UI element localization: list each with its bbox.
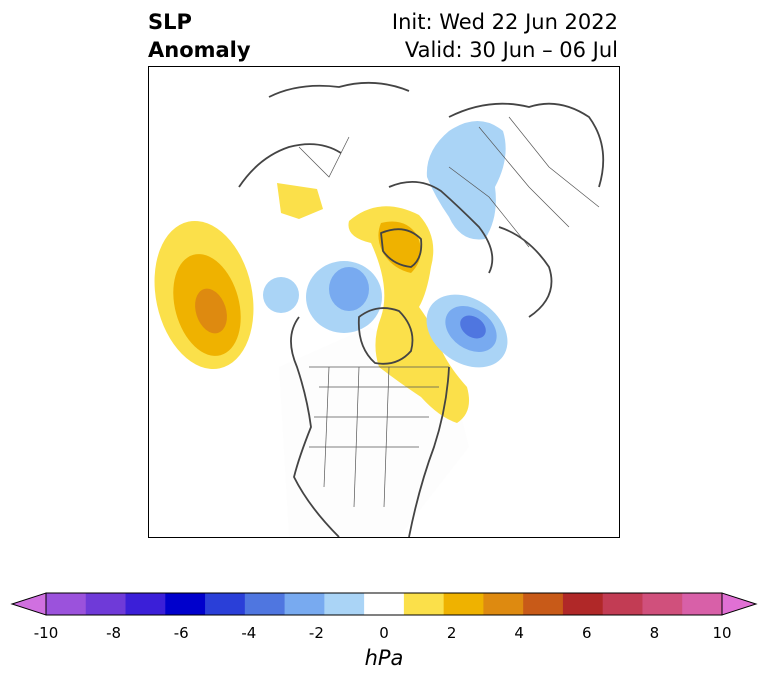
colorbar-outline: [45, 592, 723, 616]
colorbar-bin: [85, 593, 127, 615]
title-right: Init: Wed 22 Jun 2022 Valid: 30 Jun – 06…: [392, 8, 618, 64]
colorbar-bin: [205, 593, 246, 615]
tick-label: -10: [33, 624, 59, 642]
anomaly-pacific-high: [154, 220, 254, 370]
title-left: SLP Anomaly: [148, 8, 251, 64]
tick-label: 10: [712, 624, 732, 642]
valid-range: Valid: 30 Jun – 06 Jul: [404, 38, 618, 62]
colorbar-extend-max: [721, 592, 758, 616]
map-panel: [148, 66, 620, 538]
title-slp: SLP: [148, 10, 192, 34]
colorbar-bin: [364, 593, 405, 615]
colorbar-ticks: -10 -8 -6 -4 -2 0 2 4 6 8 10: [0, 624, 768, 644]
colorbar-bin: [125, 593, 166, 615]
political-borders: [298, 116, 600, 508]
init-date: Init: Wed 22 Jun 2022: [391, 10, 618, 34]
colorbar-bin: [284, 593, 325, 615]
colorbar-bin: [165, 593, 206, 615]
anomaly-alaska-high: [277, 183, 323, 219]
polar-map: [149, 67, 619, 537]
anomaly-iceland-low: [426, 294, 508, 368]
tick-label: -6: [173, 624, 189, 642]
tick-label: 6: [582, 624, 592, 642]
colorbar-bin: [602, 593, 643, 615]
tick-label: -8: [106, 624, 122, 642]
tick-label: 8: [649, 624, 660, 642]
colorbar-svg: [10, 592, 758, 616]
colorbar-bin: [443, 593, 484, 615]
colorbar-bin: [642, 593, 683, 615]
colorbar-bin: [46, 593, 87, 615]
title-anomaly: Anomaly: [148, 38, 251, 62]
colorbar-bin: [523, 593, 564, 615]
tick-label: -2: [308, 624, 324, 642]
tick-label: 0: [379, 624, 389, 642]
colorbar-bin: [483, 593, 524, 615]
coastlines: [238, 81, 605, 537]
colorbar: [10, 590, 758, 624]
colorbar-bin: [562, 593, 604, 615]
colorbar-units: hPa: [364, 646, 404, 670]
tick-label: 2: [446, 624, 457, 642]
colorbar-extend-min: [10, 592, 47, 616]
anomaly-greenland-high: [348, 206, 470, 423]
colorbar-bin: [682, 593, 723, 615]
colorbar-bin: [324, 593, 365, 615]
colorbar-bin: [244, 593, 286, 615]
colorbar-bin: [403, 593, 445, 615]
tick-label: -4: [241, 624, 257, 642]
tick-label: 4: [514, 624, 524, 642]
